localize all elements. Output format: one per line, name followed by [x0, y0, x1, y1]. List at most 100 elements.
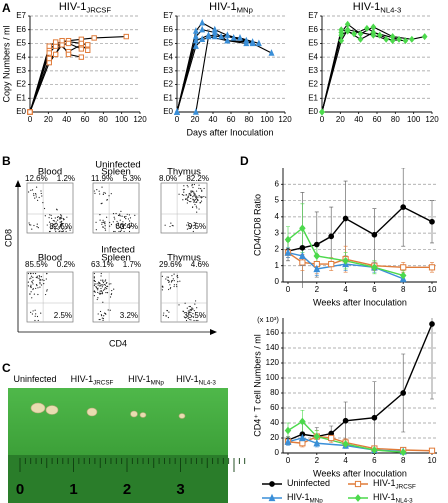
cell-dot [116, 227, 118, 229]
cell-dot [44, 293, 47, 296]
series-line [29, 41, 89, 113]
facs-plot [160, 182, 208, 234]
cell-dot [35, 284, 38, 286]
cell-dot [191, 185, 193, 187]
cell-dot [192, 190, 194, 192]
tissue [30, 402, 46, 414]
cell-dot [104, 221, 106, 223]
cell-dot [32, 276, 34, 278]
y-axis-label: CD4/CD8 Ratio [252, 194, 262, 256]
x-tick-label: 8 [401, 456, 406, 465]
cell-dot [35, 313, 37, 315]
cell-dot [168, 281, 170, 284]
cell-dot [38, 196, 40, 199]
cell-dot [130, 224, 132, 227]
tissue [86, 407, 98, 417]
cell-dot [103, 222, 106, 224]
label-text: HIV-1 [209, 1, 237, 13]
cell-dot [35, 194, 37, 196]
cell-dot [66, 216, 68, 218]
cell-dot [123, 230, 125, 233]
marker [269, 481, 275, 487]
cell-dot [109, 309, 111, 311]
cell-dot [93, 284, 95, 287]
cell-dot [102, 280, 104, 282]
cell-dot [194, 193, 196, 195]
cell-dot [104, 229, 107, 231]
cell-dot [102, 221, 105, 223]
y-tick-label: 4 [275, 212, 280, 221]
label-sub: JRCSF [396, 483, 416, 490]
marker [354, 494, 362, 502]
marker [299, 440, 306, 447]
cell-dot [43, 283, 45, 285]
marker [313, 438, 321, 447]
cell-dot [190, 309, 192, 312]
marker [91, 35, 97, 41]
cell-dot [182, 199, 184, 201]
quadrant-pct: 85.5% [25, 260, 48, 269]
marker [78, 40, 85, 47]
cell-dot [101, 221, 103, 224]
cell-dot [119, 230, 122, 233]
cell-dot [37, 287, 39, 289]
marker [268, 49, 275, 56]
cell-dot [193, 195, 195, 197]
cell-dot [54, 223, 56, 225]
cell-dot [190, 190, 193, 192]
cell-dot [95, 285, 97, 288]
cell-dot [179, 280, 181, 282]
cell-dot [119, 213, 121, 215]
marker [85, 47, 91, 53]
cell-dot [104, 287, 106, 289]
cell-dot [97, 284, 99, 286]
cell-dot [190, 201, 192, 203]
marker [429, 321, 435, 327]
cell-dot [107, 285, 109, 287]
y-tick-label: E4 [16, 52, 26, 61]
cell-dot [96, 189, 98, 191]
cell-dot [48, 221, 51, 223]
cell-dot [187, 317, 189, 320]
marker [299, 259, 306, 266]
y-tick-label: E0 [16, 107, 26, 116]
cell-dot [192, 199, 194, 201]
x-axis-label: CD4 [109, 338, 127, 348]
cell-dot [200, 200, 203, 202]
cell-dot [201, 196, 203, 198]
cell-dot [46, 272, 48, 275]
cell-dot [194, 226, 196, 228]
quadrant-pct: 35.5% [183, 311, 206, 320]
cell-dot [164, 224, 166, 226]
cell-dot [177, 276, 179, 279]
cell-dot [192, 186, 194, 189]
marker [27, 109, 33, 115]
cell-dot [95, 221, 97, 223]
cell-dot [60, 214, 62, 216]
cell-dot [54, 229, 56, 231]
x-tick-label: 80 [245, 115, 254, 124]
cell-dot [97, 297, 99, 299]
cell-dot [104, 283, 106, 286]
cell-dot [121, 227, 123, 229]
cell-dot [93, 295, 95, 297]
cell-dot [29, 272, 32, 275]
marker [284, 248, 292, 256]
x-tick-label: 120 [425, 115, 439, 124]
cell-dot [196, 211, 198, 213]
cell-dot [200, 197, 203, 199]
label-text: HIV-1 [287, 492, 310, 502]
cell-dot [36, 275, 38, 277]
cell-dot [189, 193, 191, 195]
cell-dot [188, 312, 190, 314]
cell-dot [39, 283, 41, 285]
marker [224, 31, 231, 38]
cell-dot [198, 187, 200, 189]
marker [429, 218, 435, 225]
y-tick-label: E4 [308, 52, 318, 61]
cell-dot [127, 224, 129, 226]
cell-dot [109, 296, 112, 298]
cell-dot [110, 283, 112, 285]
label-sub: NL4-3 [199, 379, 217, 386]
marker [85, 42, 91, 48]
